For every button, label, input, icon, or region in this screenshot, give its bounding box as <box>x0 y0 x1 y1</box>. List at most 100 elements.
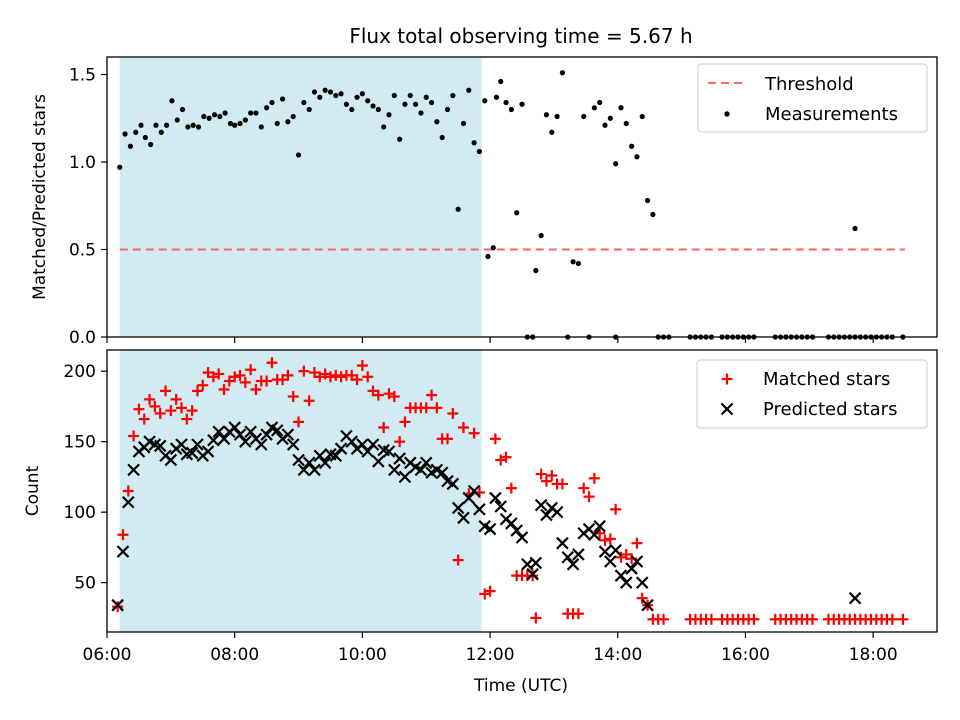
predicted-star-point <box>604 555 617 568</box>
measurement-point <box>381 124 387 130</box>
matched-star-point <box>181 413 193 425</box>
measurement-point <box>375 106 381 113</box>
predicted-star-point <box>457 511 470 525</box>
matched-star-point <box>610 503 622 515</box>
measurement-point <box>460 120 467 127</box>
y-tick-label: 0.0 <box>69 328 96 348</box>
predicted-star-point <box>572 548 585 561</box>
x-tick-label: 16:00 <box>721 645 770 665</box>
measurement-point <box>174 117 180 123</box>
matched-star-point <box>213 368 225 380</box>
matched-star-point <box>420 402 432 414</box>
measurement-point <box>295 152 302 158</box>
measurement-point <box>153 122 159 128</box>
measurement-point <box>634 154 640 160</box>
predicted-star-point <box>217 432 231 446</box>
predicted-star-point <box>393 452 406 465</box>
matched-star-point <box>452 554 464 566</box>
matched-star-point <box>631 537 643 549</box>
count-y-axis-label: Count <box>23 465 43 516</box>
matched-star-point <box>546 469 558 481</box>
legend-threshold-label: Threshold <box>764 74 854 95</box>
predicted-star-point <box>191 438 204 451</box>
predicted-star-point <box>175 438 188 451</box>
y-tick-label: 0.5 <box>69 241 96 261</box>
predicted-star-point <box>361 445 374 458</box>
measurement-point <box>450 92 456 99</box>
x-tick-label: 06:00 <box>83 645 132 665</box>
measurement-point <box>190 122 196 128</box>
predicted-star-point <box>356 438 369 451</box>
predicted-star-point <box>483 522 497 536</box>
predicted-star-point <box>435 466 449 479</box>
measurement-point <box>490 245 496 251</box>
measurement-point <box>333 92 339 99</box>
matched-star-point <box>484 585 496 597</box>
measurement-point <box>407 92 413 99</box>
predicted-star-point <box>414 463 428 477</box>
predicted-star-point <box>556 536 569 550</box>
predicted-star-point <box>526 567 539 581</box>
matched-star-point <box>748 613 760 625</box>
x-tick-label: 10:00 <box>338 645 387 665</box>
y-tick-label: 150 <box>64 433 96 453</box>
matched-star-point <box>535 468 547 480</box>
measurement-point <box>359 91 365 97</box>
predicted-star-point <box>207 433 220 447</box>
measurement-point <box>618 105 624 111</box>
measurement-point <box>211 112 218 118</box>
measurement-point <box>122 131 128 137</box>
measurement-point <box>644 197 651 204</box>
legend-frame <box>696 359 928 429</box>
matched-star-point <box>154 407 166 419</box>
matched-star-point <box>128 430 140 442</box>
measurement-point <box>397 136 403 142</box>
matched-star-point <box>165 405 177 417</box>
measurement-point <box>602 122 608 128</box>
measurement-point <box>508 106 514 113</box>
measurement-point <box>343 101 350 107</box>
legend-measurements-swatch <box>724 111 730 117</box>
matched-star-point <box>426 389 438 401</box>
matched-star-point <box>330 369 342 381</box>
measurement-point <box>591 105 597 111</box>
y-tick-label: 100 <box>64 503 96 523</box>
measurement-point <box>133 129 139 135</box>
measurement-point <box>279 96 286 102</box>
predicted-star-point <box>244 425 257 439</box>
predicted-star-point <box>467 484 481 498</box>
matched-star-point <box>604 533 616 545</box>
measurement-point <box>503 99 509 106</box>
plus-marker <box>721 373 733 385</box>
measurement-point <box>476 148 483 155</box>
measurement-point <box>412 101 419 107</box>
matched-star-point <box>293 416 305 428</box>
measurement-point <box>402 101 408 107</box>
matched-star-point <box>250 383 262 395</box>
matched-star-point <box>138 413 150 425</box>
predicted-star-point <box>313 449 327 463</box>
x-tick-label: 18:00 <box>849 645 898 665</box>
matched-star-point <box>122 485 134 497</box>
matched-star-point <box>588 472 600 484</box>
predicted-star-point <box>111 598 124 612</box>
predicted-star-point <box>625 562 638 575</box>
predicted-star-point <box>446 477 460 491</box>
measurement-point <box>554 113 560 120</box>
measurement-point <box>338 91 344 97</box>
matched-star-point <box>266 357 278 369</box>
matched-star-point <box>468 427 480 439</box>
predicted-star-point <box>550 505 564 519</box>
x-tick-label: 14:00 <box>593 645 642 665</box>
y-tick-label: 50 <box>74 574 96 594</box>
predicted-star-point <box>534 498 548 512</box>
predicted-star-point <box>462 491 476 505</box>
predicted-star-point <box>598 545 612 558</box>
predicted-star-point <box>614 569 628 582</box>
matched-star-point <box>399 416 411 428</box>
measurement-point <box>274 120 280 127</box>
legend-frame <box>697 63 928 133</box>
matched-star-point <box>170 393 182 405</box>
predicted-star-point <box>228 421 241 434</box>
count-panel: 50 100 150 200 06:00 08:00 10:00 12:00 14:00 16:… <box>23 349 938 696</box>
